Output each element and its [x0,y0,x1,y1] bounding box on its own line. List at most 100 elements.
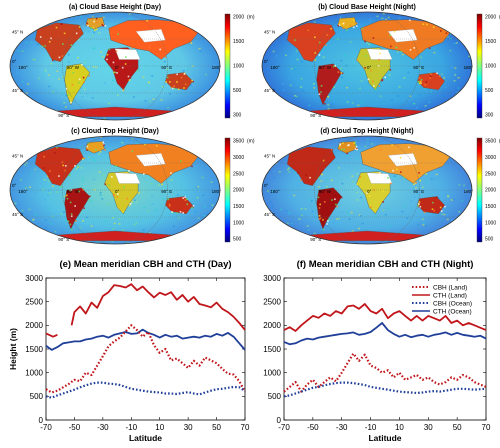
x-axis-label: Latitude [368,433,401,443]
land-speckle [382,201,384,203]
ocean-speckle [21,55,24,58]
ocean-speckle [358,214,361,216]
ocean-speckle [469,221,472,224]
ocean-speckle [81,177,84,179]
land-speckle [61,55,64,57]
ocean-speckle [359,71,362,74]
ocean-speckle [27,83,30,85]
land-speckle [439,30,442,32]
land-speckle [186,203,189,206]
ocean-speckle [145,243,148,244]
land-speckle [112,193,115,196]
ocean-speckle [413,116,416,118]
land-speckle [354,141,356,143]
land-speckle [140,166,142,169]
ocean-speckle [204,94,207,97]
colorbar-tick-label: 500 [485,237,494,243]
ocean-speckle [283,147,286,149]
land-speckle [86,22,88,25]
ocean-speckle [408,12,411,14]
ocean-speckle [192,73,195,75]
ocean-speckle [398,17,401,19]
land-speckle [378,85,380,87]
ocean-speckle [92,136,95,139]
land-speckle [294,39,296,41]
ocean-speckle [463,184,466,187]
ocean-speckle [167,107,170,109]
ocean-speckle [205,115,208,117]
ocean-speckle [61,91,64,94]
ocean-speckle [384,214,387,216]
ocean-speckle [447,195,450,198]
ocean-speckle [197,185,200,188]
ocean-speckle [147,81,150,83]
ocean-speckle [111,240,114,242]
x-tick-label: 10 [395,423,404,432]
colorbar-tick-label: 2000 [485,15,496,21]
ocean-speckle [111,216,114,219]
ocean-speckle [102,174,105,176]
ocean-speckle [43,198,46,201]
ocean-speckle [401,222,404,225]
ocean-speckle [196,196,199,199]
ocean-speckle [197,217,200,219]
ocean-speckle [268,136,271,139]
ocean-speckle [428,19,431,22]
land-speckle [387,179,389,182]
ocean-speckle [78,106,81,108]
ocean-speckle [135,222,138,225]
land-speckle [83,207,85,210]
ocean-speckle [210,97,213,99]
land-speckle [87,24,89,27]
ocean-speckle [290,67,293,70]
ocean-speckle [408,14,411,17]
land-speckle [395,46,397,49]
ocean-speckle [444,86,447,89]
land-speckle [335,203,337,206]
ocean-speckle [465,227,468,230]
land-speckle [300,179,303,182]
ocean-speckle [271,243,274,244]
ocean-speckle [148,232,151,234]
ocean-speckle [276,243,279,244]
land-speckle [324,102,326,105]
ocean-speckle [356,157,359,159]
ocean-speckle [337,167,340,169]
ocean-speckle [46,238,49,241]
land-speckle [82,76,85,79]
ocean-speckle [10,191,13,193]
ocean-speckle [77,38,80,41]
ocean-speckle [264,207,267,209]
ocean-speckle [422,222,425,225]
land-speckle [364,40,366,43]
ocean-speckle [192,241,195,243]
ocean-speckle [275,152,278,154]
land-speckle [417,205,419,207]
land-speckle [379,148,382,151]
ocean-speckle [13,20,16,22]
ocean-speckle [264,166,267,169]
ocean-speckle [147,210,150,212]
ocean-speckle [280,228,283,231]
ocean-speckle [341,182,344,185]
ocean-speckle [462,38,465,41]
land-speckle [317,78,319,81]
map-lon-label: 90° E [413,189,424,194]
ocean-speckle [70,107,73,109]
ocean-speckle [375,18,378,21]
ocean-speckle [192,208,195,211]
land-speckle [314,59,316,61]
land-speckle [99,150,102,153]
y-tick-label: 0 [39,416,44,425]
ocean-speckle [449,49,452,52]
land-speckle [318,93,321,96]
ocean-speckle [215,139,218,142]
ocean-speckle [64,106,67,108]
ocean-speckle [107,203,110,206]
ocean-speckle [98,171,101,173]
land-speckle [336,205,339,208]
land-speckle [104,183,107,186]
land-speckle [305,174,307,176]
land-speckle [64,169,67,172]
ocean-speckle [300,60,303,63]
